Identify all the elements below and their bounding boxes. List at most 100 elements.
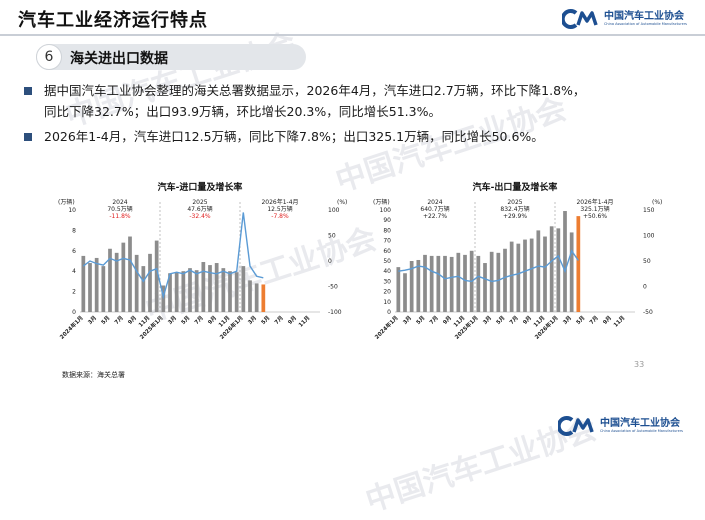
- bullet-marker: [24, 87, 32, 95]
- caam-logo-icon: [561, 9, 598, 29]
- annotation-period: 2024: [427, 199, 442, 206]
- y-tick-label: 50: [383, 258, 391, 265]
- data-bar: [188, 268, 192, 312]
- data-bar: [443, 255, 447, 312]
- bullet-marker: [24, 133, 32, 141]
- data-bar: [241, 266, 246, 312]
- y-tick-label: 20: [383, 289, 391, 296]
- annotation-period: 2024: [112, 199, 127, 206]
- bullet-text-line: 据中国汽车工业协会整理的海关总署数据显示，2026年4月，汽车进口2.7万辆，环…: [44, 83, 586, 98]
- y-tick-label: 90: [383, 217, 391, 224]
- x-tick-label: 9月: [521, 314, 533, 326]
- x-tick-label: 5月: [494, 314, 506, 326]
- y-tick-label: 8: [72, 227, 76, 234]
- x-tick-label: 3月: [401, 314, 413, 326]
- annotation-total: 325.1万辆: [580, 205, 609, 213]
- y-tick-label: 100: [380, 207, 392, 214]
- data-bar: [88, 263, 92, 312]
- data-bar: [201, 262, 206, 312]
- x-tick-label: 5月: [99, 314, 111, 326]
- x-tick-label: 5月: [259, 314, 271, 326]
- data-bar: [234, 272, 239, 312]
- data-bar: [403, 273, 407, 312]
- growth-line: [82, 212, 264, 300]
- data-bar: [114, 252, 119, 312]
- y-tick-label: 30: [383, 278, 391, 285]
- org-name-cn: 中国汽车工业协会: [599, 418, 680, 429]
- data-bar: [416, 259, 421, 312]
- data-bar: [543, 236, 547, 312]
- x-tick-label: 9月: [286, 314, 298, 326]
- data-bar: [529, 238, 534, 312]
- data-bar: [81, 255, 86, 312]
- page-number: 33: [634, 360, 645, 369]
- annotation-growth: -7.8%: [271, 213, 289, 220]
- y-tick-label: 70: [383, 238, 391, 245]
- y2-tick-label: 100: [643, 233, 655, 240]
- bullet-text-line: 同比下降32.7%；出口93.9万辆，环比增长20.3%，同比增长51.3%。: [44, 104, 441, 119]
- y-axis-unit: (万辆): [58, 198, 75, 206]
- x-tick-label: 7月: [272, 314, 284, 326]
- section-title: 海关进出口数据: [70, 51, 168, 67]
- data-bar: [556, 228, 561, 312]
- data-bar: [396, 267, 401, 312]
- data-bar: [483, 263, 487, 312]
- x-tick-label: 3月: [561, 314, 573, 326]
- data-bar: [248, 280, 252, 312]
- y-tick-label: 0: [72, 309, 76, 316]
- org-logo-bottom: 中国汽车工业协会 China Association of Automobile…: [557, 416, 683, 436]
- y-tick-label: 6: [72, 248, 76, 255]
- y2-tick-label: -50: [328, 284, 338, 291]
- chart-title: 汽车-出口量及增长率: [473, 181, 558, 193]
- x-tick-label: 11月: [611, 314, 626, 329]
- data-bar: [429, 255, 434, 312]
- data-bar: [214, 263, 219, 312]
- x-tick-label: 9月: [441, 314, 453, 326]
- x-tick-label: 11月: [296, 314, 311, 329]
- x-tick-label: 7月: [427, 314, 439, 326]
- data-bar: [194, 270, 199, 312]
- x-tick-label: 3月: [86, 314, 98, 326]
- data-bar: [108, 248, 112, 312]
- data-bar: [94, 257, 99, 312]
- annotation-period: 2026年1-4月: [576, 198, 613, 206]
- x-tick-label: 2024年1月: [58, 314, 85, 341]
- data-bar: [576, 216, 581, 312]
- y-tick-label: 10: [383, 299, 391, 306]
- import-chart: 汽车-进口量及增长率 (万辆) (%) 0 2 4 6 8 10 -100 -50 0 50 100 202…: [58, 181, 348, 341]
- data-bar: [101, 266, 106, 312]
- annotation-total: 70.5万辆: [107, 205, 132, 213]
- section-number: 6: [36, 44, 62, 70]
- data-bar: [228, 271, 232, 312]
- y-axis-unit: (万辆): [373, 198, 390, 206]
- y-tick-label: 0: [387, 309, 391, 316]
- annotation-total: 12.5万辆: [267, 205, 292, 213]
- org-name-cn: 中国汽车工业协会: [603, 11, 684, 22]
- annotation-total: 832.4万辆: [500, 205, 529, 213]
- annotation-growth: +29.9%: [503, 213, 527, 220]
- growth-line: [398, 249, 579, 283]
- data-bar: [476, 255, 481, 312]
- y2-tick-label: 100: [328, 207, 340, 214]
- y2-axis-unit: (%): [337, 199, 347, 206]
- y2-tick-label: 50: [643, 258, 651, 265]
- y2-tick-label: 0: [643, 284, 647, 291]
- annotation-period: 2025: [192, 199, 207, 206]
- annotation-growth: -11.8%: [109, 213, 131, 220]
- data-bar: [449, 256, 454, 312]
- y2-tick-label: 0: [328, 258, 332, 265]
- y-tick-label: 4: [72, 268, 76, 275]
- x-tick-label: 2024年1月: [373, 314, 400, 341]
- data-bar: [254, 283, 259, 312]
- data-bar: [168, 273, 172, 312]
- data-bar: [549, 226, 554, 312]
- data-bar: [569, 232, 574, 312]
- bullet-point: 据中国汽车工业协会整理的海关总署数据显示，2026年4月，汽车进口2.7万辆，环…: [24, 80, 674, 122]
- data-bar: [516, 243, 521, 312]
- org-name-en: China Association of Automobile Manufact…: [603, 22, 687, 26]
- y2-tick-label: 50: [328, 233, 336, 240]
- data-bar: [148, 253, 152, 312]
- y2-axis-unit: (%): [652, 199, 662, 206]
- x-tick-label: 3月: [481, 314, 493, 326]
- annotation-total: 640.7万辆: [420, 205, 449, 213]
